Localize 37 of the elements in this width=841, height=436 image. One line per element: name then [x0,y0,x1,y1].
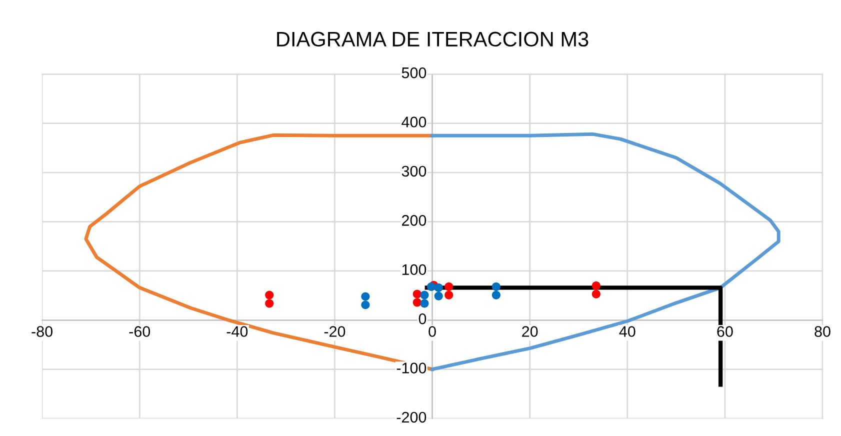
point [434,283,443,292]
point [492,282,500,291]
chart-title: DIAGRAMA DE ITERACCION M3 [277,32,588,47]
point [592,290,600,298]
point [412,298,422,307]
point [427,282,436,291]
y-tick-label: 400 [402,116,426,128]
point [412,290,422,298]
y-tick-label: 200 [402,215,426,226]
x-tick-label: 0 [428,326,436,337]
point [444,282,454,291]
y-tick-label: 500 [402,67,426,78]
x-tick-label: -20 [324,326,346,337]
x-tick-label: -60 [129,326,150,337]
point [492,290,500,300]
x-tick-label: -80 [32,326,52,337]
x-tick-label: 20 [522,326,538,337]
x-tick-label: -40 [226,326,248,337]
y-tick-label: -100 [396,362,426,374]
point [361,300,370,310]
point [434,292,443,300]
y-tick-label: -200 [396,412,426,423]
x-tick-label: 40 [619,326,636,337]
point [420,290,429,300]
y-tick-label: 100 [402,264,426,276]
y-tick-label: 0 [418,313,426,324]
x-tick-label: 80 [814,326,830,337]
point [265,299,274,308]
x-tick-label: 60 [717,326,733,337]
point [265,290,274,300]
y-tick-label: 300 [402,166,426,177]
point [592,281,600,290]
point [361,292,370,301]
line-series [430,132,780,372]
line-series [84,133,434,372]
point [420,299,429,308]
point [444,290,454,300]
